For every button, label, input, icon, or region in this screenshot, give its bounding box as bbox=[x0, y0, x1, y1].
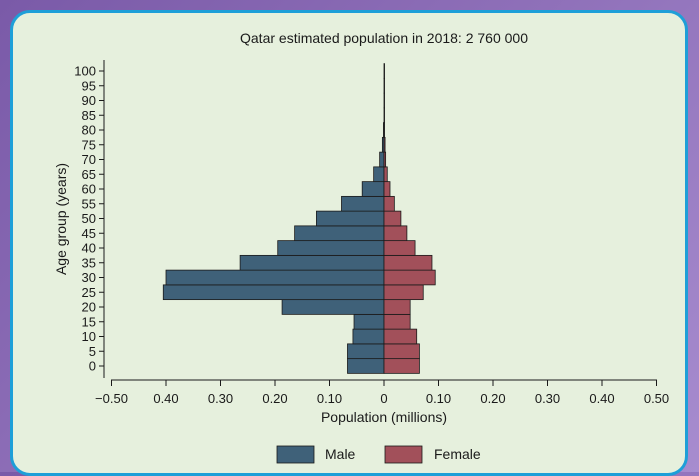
x-tick-label: 0.50 bbox=[644, 391, 669, 406]
bar-male bbox=[162, 284, 385, 301]
y-axis-ticks: 0510152025303540455055606570758085909510… bbox=[74, 64, 104, 374]
bar-female bbox=[383, 254, 433, 271]
y-tick-label: 70 bbox=[82, 152, 96, 167]
x-tick-label: 0.30 bbox=[535, 391, 560, 406]
bar-male bbox=[239, 254, 385, 271]
bar-female bbox=[383, 343, 420, 360]
bar-female bbox=[383, 195, 395, 212]
bar-female bbox=[383, 240, 416, 256]
bar-female bbox=[383, 210, 402, 227]
y-tick-label: 65 bbox=[82, 167, 96, 182]
y-tick-label: 100 bbox=[74, 64, 96, 79]
legend-label-male: Male bbox=[325, 446, 356, 462]
y-tick-label: 5 bbox=[89, 344, 96, 359]
bar-male bbox=[347, 343, 385, 360]
y-tick-label: 0 bbox=[89, 359, 96, 374]
bar-male bbox=[353, 313, 385, 330]
bar-female bbox=[383, 122, 385, 138]
bar-female bbox=[383, 358, 420, 374]
bar-male bbox=[373, 166, 385, 183]
bar-female bbox=[383, 284, 424, 301]
x-tick-label: 0.10 bbox=[317, 391, 342, 406]
y-tick-label: 50 bbox=[82, 211, 96, 226]
bar-female bbox=[383, 181, 391, 197]
bar-female bbox=[383, 328, 418, 345]
y-tick-label: 45 bbox=[82, 226, 96, 241]
x-axis-ticks: −0.50 0.40 0.30 0.20 0.10 0 0.10 0.20 0.30 0.40 0.… bbox=[95, 380, 669, 406]
bar-female bbox=[383, 166, 388, 183]
bar-female bbox=[383, 299, 411, 315]
y-tick-label: 20 bbox=[82, 300, 96, 315]
x-tick-label: 0.40 bbox=[589, 391, 614, 406]
bar-male bbox=[341, 195, 385, 212]
y-tick-label: 15 bbox=[82, 314, 96, 329]
bar-male bbox=[277, 240, 385, 256]
x-tick-label: 0.20 bbox=[262, 391, 287, 406]
x-tick-label: 0.20 bbox=[480, 391, 505, 406]
bar-female bbox=[383, 107, 385, 124]
bar-female bbox=[383, 136, 386, 153]
bar-female bbox=[383, 269, 436, 286]
y-tick-label: 80 bbox=[82, 123, 96, 138]
bar-female bbox=[383, 77, 385, 94]
y-tick-label: 60 bbox=[82, 182, 96, 197]
y-tick-label: 35 bbox=[82, 255, 96, 270]
x-tick-label: 0.40 bbox=[153, 391, 178, 406]
y-tick-label: 75 bbox=[82, 137, 96, 152]
male-bars bbox=[162, 122, 385, 374]
bar-male bbox=[294, 225, 385, 242]
y-tick-label: 10 bbox=[82, 329, 96, 344]
bar-male bbox=[281, 299, 385, 315]
bar-male bbox=[361, 181, 385, 197]
x-axis-label: Population (millions) bbox=[321, 409, 447, 425]
bar-male bbox=[379, 151, 385, 168]
bar-female bbox=[383, 225, 408, 242]
y-tick-label: 95 bbox=[82, 78, 96, 93]
legend: Male Female bbox=[276, 445, 481, 464]
chart-title: Qatar estimated population in 2018: 2 76… bbox=[240, 30, 528, 46]
y-tick-label: 90 bbox=[82, 93, 96, 108]
y-tick-label: 55 bbox=[82, 196, 96, 211]
y-tick-label: 85 bbox=[82, 108, 96, 123]
x-tick-label: 0.10 bbox=[426, 391, 451, 406]
legend-label-female: Female bbox=[434, 446, 481, 462]
bar-female bbox=[383, 151, 387, 168]
y-tick-label: 40 bbox=[82, 241, 96, 256]
bar-male bbox=[347, 358, 385, 374]
bar-male bbox=[165, 269, 385, 286]
bar-male bbox=[352, 328, 385, 345]
bar-female bbox=[383, 63, 385, 79]
y-tick-label: 30 bbox=[82, 270, 96, 285]
y-axis-label: Age group (years) bbox=[53, 163, 69, 275]
y-tick-label: 25 bbox=[82, 285, 96, 300]
x-tick-label: −0.50 bbox=[95, 391, 128, 406]
legend-swatch-male bbox=[276, 445, 315, 464]
x-tick-label: 0 bbox=[380, 391, 387, 406]
x-tick-label: 0.30 bbox=[208, 391, 233, 406]
bar-female bbox=[383, 313, 411, 330]
legend-swatch-female bbox=[384, 445, 423, 464]
bar-male bbox=[316, 210, 385, 227]
bar-female bbox=[383, 92, 385, 109]
female-bars bbox=[383, 63, 436, 374]
